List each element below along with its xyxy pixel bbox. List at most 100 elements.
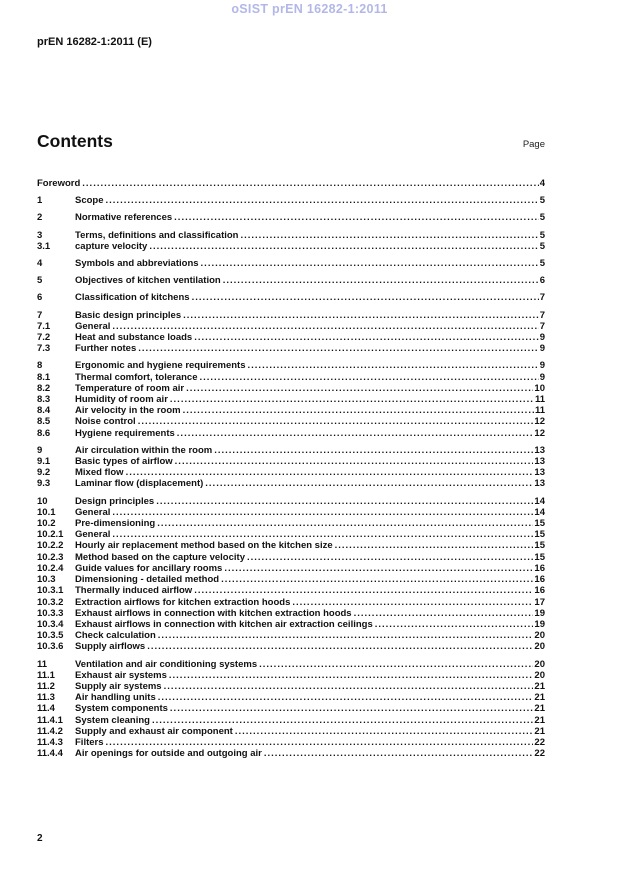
toc-entry-page: 17: [534, 596, 545, 608]
toc-entry-page: 9: [539, 371, 545, 383]
toc-entry-number: 9.3: [37, 478, 51, 490]
toc-leader-dots: [192, 332, 539, 343]
toc-entry-title: Thermally induced airflow: [75, 585, 193, 597]
toc-entry-number: 6: [37, 292, 43, 304]
toc-entry-page: 16: [534, 585, 545, 597]
toc-entry-page: 16: [534, 574, 545, 586]
toc-entry-number: 11.3: [37, 692, 55, 704]
toc-group: 5 Objectives of kitchen ventilation 6: [37, 275, 545, 286]
toc-entry: 10.3.1 Thermally induced airflow 16: [37, 585, 545, 596]
toc-entry-number: 7.3: [37, 343, 51, 355]
toc-leader-dots: [246, 360, 539, 371]
toc-leader-dots: [154, 496, 533, 507]
toc-entry-number: 9.1: [37, 456, 51, 468]
toc-entry-title: Further notes: [75, 343, 137, 355]
toc-entry-number: 2: [37, 212, 43, 224]
toc-entry-number: 10.1: [37, 506, 56, 518]
toc-entry: 11.4.1 System cleaning 21: [37, 715, 545, 726]
toc-entry-page: 14: [534, 495, 545, 507]
toc-group: 6 Classification of kitchens 7: [37, 292, 545, 303]
toc-entry-page: 15: [534, 551, 545, 563]
toc-entry: 11.4.4 Air openings for outside and outgo…: [37, 748, 545, 759]
toc-entry-number: 10.3: [37, 574, 56, 586]
toc-entry: 11.2 Supply air systems 21: [37, 681, 545, 692]
toc-entry-number: 1: [37, 195, 43, 207]
toc-entry: 3 Terms, definitions and classification 5: [37, 230, 545, 241]
toc-group: 10 Design principles 14 10.1 General 14 10.2 Pr…: [37, 496, 545, 653]
toc-leader-dots: [172, 212, 539, 223]
toc-entry-page: 14: [534, 506, 545, 518]
toc-entry-page: 20: [534, 641, 545, 653]
toc-entry-number: 10.2: [37, 518, 56, 530]
toc-entry-title: General: [75, 529, 111, 541]
toc-entry-page: 15: [534, 529, 545, 541]
toc-entry: 8 Ergonomic and hygiene requirements 9: [37, 360, 545, 371]
toc-entry-page: 21: [534, 725, 545, 737]
toc-leader-dots: [203, 478, 533, 489]
toc-entry-title: General: [75, 320, 111, 332]
toc-entry-page: 22: [534, 748, 545, 760]
toc-entry-number: 10.2.2: [37, 540, 64, 552]
toc-entry-title: Symbols and abbreviations: [75, 258, 199, 270]
toc-group: 1 Scope 5: [37, 195, 545, 206]
toc-leader-dots: [173, 456, 534, 467]
toc-entry-title: Air handling units: [75, 692, 156, 704]
toc-entry-page: 9: [539, 343, 545, 355]
toc-entry-title: Filters: [75, 736, 104, 748]
toc-entry: 7.1 General 7: [37, 321, 545, 332]
toc-entry: 10.1 General 14: [37, 507, 545, 518]
toc-entry-title: Ergonomic and hygiene requirements: [75, 360, 246, 372]
toc-entry-page: 5: [539, 258, 545, 270]
toc-entry-page: 13: [534, 444, 545, 456]
toc-entry-page: 7: [539, 292, 545, 304]
toc-entry-number: 7.1: [37, 320, 51, 332]
toc-entry-number: 8.4: [37, 405, 51, 417]
toc-leader-dots: [190, 292, 539, 303]
toc-entry-page: 13: [534, 478, 545, 490]
toc-leader-dots: [333, 540, 534, 551]
toc-entry-title: Temperature of room air: [75, 382, 185, 394]
toc-entry-page: 11: [534, 394, 545, 406]
toc-entry-number: 10.2.1: [37, 529, 64, 541]
toc-entry-page: 4: [539, 178, 545, 189]
toc-entry: 8.4 Air velocity in the room 11: [37, 405, 545, 416]
toc-entry-title: Scope: [75, 195, 104, 207]
watermark-text: oSIST prEN 16282-1:2011: [231, 2, 388, 16]
toc-entry-number: 3: [37, 229, 43, 241]
contents-header-bar: Contents Page: [37, 131, 545, 152]
toc-leader-dots: [110, 507, 533, 518]
toc-entry-number: 8.6: [37, 427, 51, 439]
toc-entry-title: capture velocity: [75, 240, 148, 252]
toc-entry: 8.5 Noise control 12: [37, 416, 545, 427]
toc-group: 11 Ventilation and air conditioning syste…: [37, 659, 545, 760]
toc-entry-title: Exhaust air systems: [75, 669, 167, 681]
toc-entry-number: 8.5: [37, 416, 51, 428]
toc-entry: 5 Objectives of kitchen ventilation 6: [37, 275, 545, 286]
toc-leader-dots: [168, 703, 534, 714]
toc-entry-page: 10: [534, 382, 545, 394]
toc-entry-title: Supply air systems: [75, 680, 162, 692]
toc-entry-page: 20: [534, 658, 545, 670]
toc-entry-number: 11: [37, 658, 48, 670]
toc-entry: 10.3.2 Extraction airflows for kitchen ex…: [37, 597, 545, 608]
toc-entry-page: 21: [534, 680, 545, 692]
toc-leader-dots: [184, 383, 533, 394]
toc-entry: 2 Normative references 5: [37, 212, 545, 223]
toc-entry-number: 9: [37, 444, 43, 456]
toc-entry-title: Basic types of airflow: [75, 456, 173, 468]
toc-leader-dots: [175, 428, 534, 439]
toc-entry-number: 8: [37, 360, 43, 372]
toc-entry-page: 21: [534, 703, 545, 715]
toc-leader-dots: [145, 641, 533, 652]
toc-entry: 11.4.2 Supply and exhaust air component 21: [37, 726, 545, 737]
toc-entry: 11 Ventilation and air conditioning syste…: [37, 659, 545, 670]
toc-entry: 7.3 Further notes 9: [37, 343, 545, 354]
toc-entry-title: Foreword: [37, 178, 81, 189]
toc-entry-title: Pre-dimensioning: [75, 518, 156, 530]
toc-entry-number: 8.3: [37, 394, 51, 406]
toc-leader-dots: [233, 726, 534, 737]
toc-entry-title: Laminar flow (displacement): [75, 478, 204, 490]
toc-entry-number: 10.2.3: [37, 551, 64, 563]
toc-entry: Foreword 4: [37, 178, 545, 189]
